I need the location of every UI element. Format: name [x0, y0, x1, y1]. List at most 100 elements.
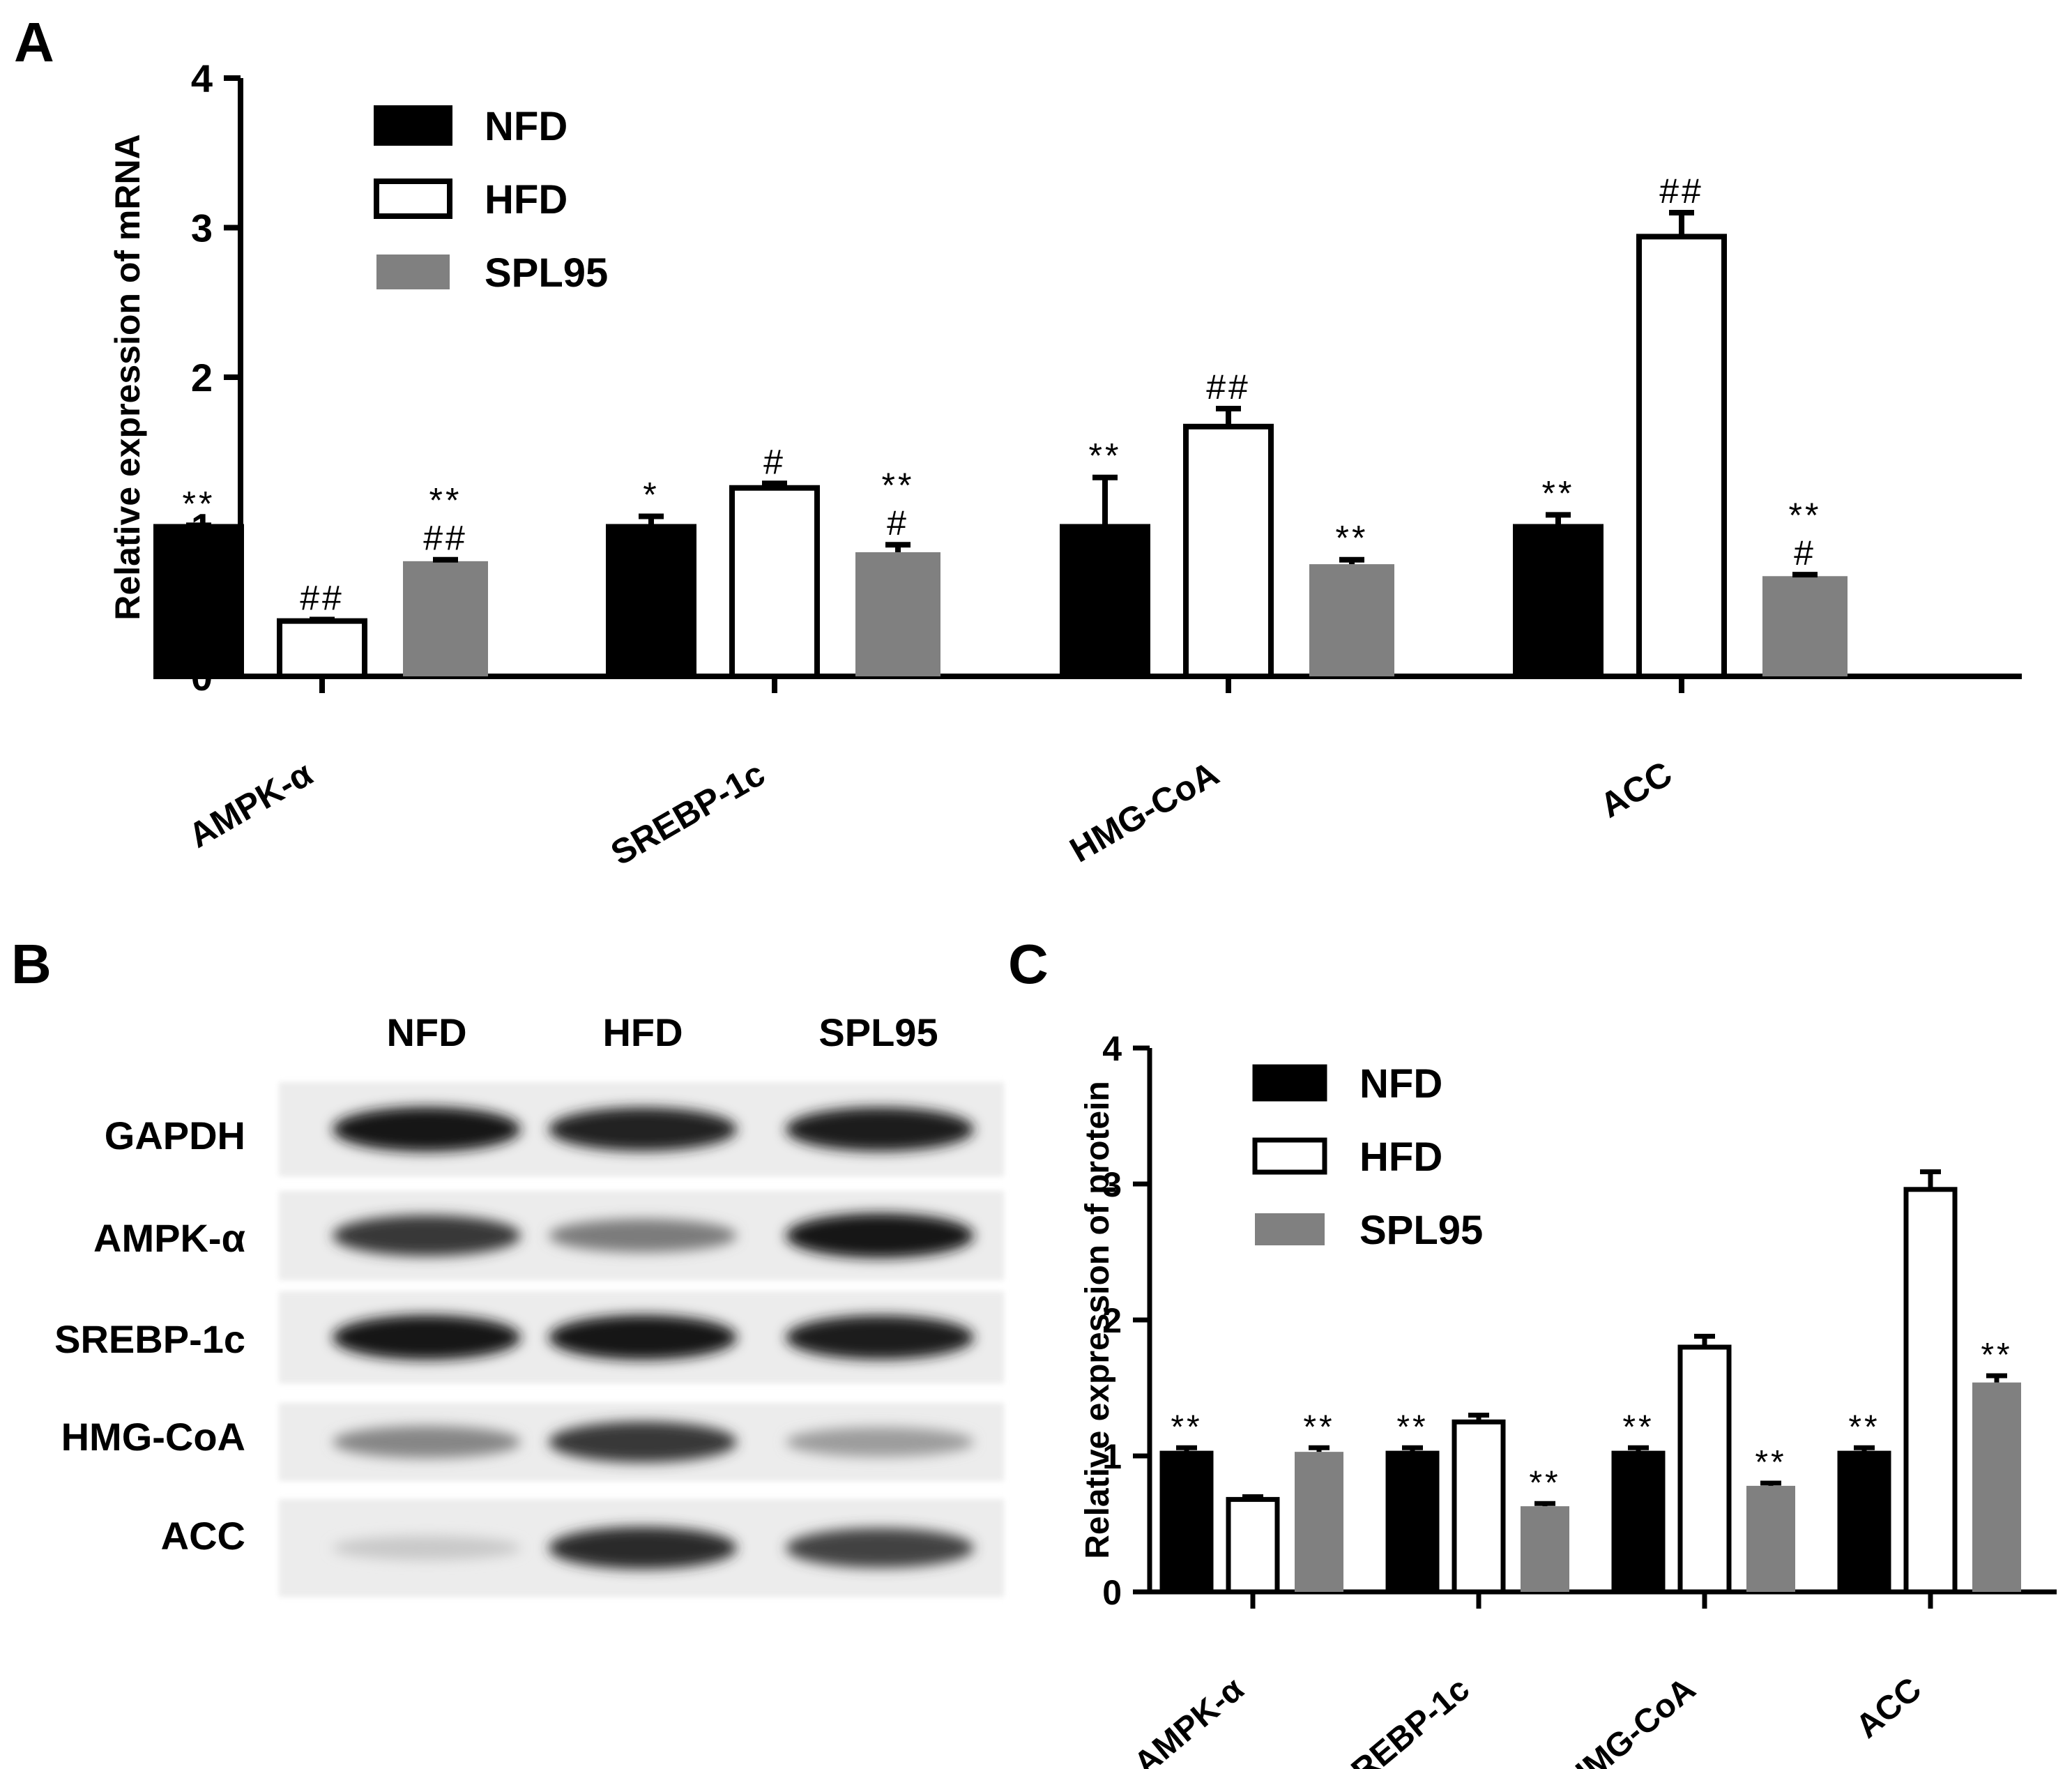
panel-a-category-label-acc: ACC [1594, 754, 1679, 826]
panel-a-significance-spl95-srebp-1c: # [887, 503, 909, 542]
panel-a-y-axis-label: Relative expression of mRNA [108, 134, 147, 620]
panel-a-bar-spl95-acc [1762, 576, 1848, 676]
blot-row-gapdh: GAPDH [105, 1114, 245, 1157]
panel-a-significance-spl95-ampk: ** [429, 481, 462, 520]
blot-band-srebp-1c-nfd [333, 1314, 521, 1360]
blot-band-gapdh-spl95 [786, 1107, 974, 1152]
panel-label-a: A [14, 11, 54, 73]
panel-a-significance-nfd-ampk: ** [183, 484, 215, 523]
panel-c-bar-hfd-srebp-1c [1452, 1419, 1506, 1595]
panel-a-bar-spl95-hmg-coa [1309, 564, 1394, 676]
panel-a-legend-label-hfd: HFD [485, 177, 567, 222]
panel-c-significance-spl95-srebp-1c: ** [1529, 1464, 1560, 1501]
blot-band-srebp-1c-hfd [549, 1314, 737, 1360]
blot-row-ampk: AMPK-α [93, 1216, 245, 1260]
blot-row-hmgcoa: HMG-CoA [61, 1415, 245, 1459]
blot-band-gapdh-hfd [549, 1107, 737, 1151]
panel-a-significance-spl95-acc: # [1794, 533, 1816, 572]
panel-a-significance-hfd-srebp-1c: # [763, 442, 786, 481]
panel-a-bar-spl95-ampk [403, 561, 488, 676]
panel-c-legend-label-nfd: NFD [1359, 1061, 1442, 1107]
panel-c-legend-swatch-nfd [1252, 1064, 1327, 1102]
panel-c-bar-nfd-ampk [1159, 1450, 1214, 1595]
panel-a-category-label-hmg-coa: HMG-CoA [1063, 754, 1225, 870]
panel-c-significance-nfd-hmg-coa: ** [1622, 1409, 1654, 1445]
blot-band-hmg-coa-nfd [333, 1425, 521, 1459]
panel-a-significance-spl95-ampk: ## [423, 519, 468, 558]
blot-band-srebp-1c-spl95 [786, 1315, 974, 1360]
panel-c-y-tick-label: 4 [1102, 1029, 1122, 1068]
panel-c-y-axis-label: Relative expression of protein [1079, 1081, 1116, 1559]
panel-c-y-tick-label: 3 [1102, 1165, 1122, 1204]
panel-a-bar-hfd-srebp-1c [729, 485, 820, 679]
panel-a-legend-swatch-hfd [374, 179, 452, 219]
panel-a-bar-hfd-hmg-coa [1183, 423, 1274, 679]
blot-column-nfd: NFD [386, 1010, 466, 1054]
panel-a-bar-hfd-acc [1636, 234, 1727, 679]
panel-a-significance-nfd-srebp-1c: * [643, 475, 659, 514]
panel-c-y-tick-label: 0 [1102, 1573, 1122, 1612]
panel-a-significance-hfd-acc: ## [1659, 172, 1704, 211]
blot-band-acc-spl95 [786, 1528, 974, 1568]
panel-a-bar-nfd-acc [1513, 524, 1603, 679]
panel-a-significance-nfd-hmg-coa: ** [1089, 436, 1122, 476]
panel-c-significance-nfd-srebp-1c: ** [1396, 1409, 1428, 1445]
blot-band-ampk-spl95 [786, 1213, 974, 1259]
blot-column-spl95: SPL95 [818, 1010, 938, 1054]
panel-c-bar-hfd-ampk [1226, 1496, 1280, 1595]
panel-c-bar-spl95-srebp-1c [1521, 1506, 1569, 1592]
panel-a-significance-spl95-hmg-coa: ** [1336, 519, 1369, 558]
panel-c-category-label-acc: ACC [1849, 1671, 1928, 1745]
panel-c-bar-spl95-hmg-coa [1746, 1485, 1795, 1592]
panel-a-bar-nfd-srebp-1c [606, 524, 696, 679]
panel-a-bar-nfd-hmg-coa [1060, 524, 1150, 679]
panel-a-bar-hfd-ampk [277, 618, 367, 680]
blot-band-hmg-coa-hfd [549, 1421, 737, 1463]
panel-a-significance-spl95-srebp-1c: ** [882, 466, 915, 505]
blot-row-acc: ACC [161, 1514, 245, 1558]
panel-c-significance-spl95-ampk: ** [1303, 1409, 1334, 1445]
panel-c-bar-nfd-srebp-1c [1385, 1450, 1440, 1595]
panel-c-significance-spl95-hmg-coa: ** [1755, 1444, 1786, 1481]
panel-c-category-label-hmg-coa: HMG-CoA [1557, 1671, 1702, 1769]
panel-a-significance-hfd-hmg-coa: ## [1206, 367, 1251, 407]
panel-c-category-label-srebp-1c: SREBP-1c [1327, 1671, 1477, 1769]
panel-c-y-tick-label: 2 [1102, 1301, 1122, 1340]
blot-row-srebp: SREBP-1c [54, 1317, 245, 1361]
panel-a-y-tick-label: 2 [191, 356, 213, 400]
blot-band-hmg-coa-spl95 [786, 1427, 974, 1457]
panel-a-y-tick-label: 4 [191, 56, 213, 100]
panel-c-significance-nfd-acc: ** [1848, 1409, 1880, 1445]
panel-c-bar-spl95-ampk [1295, 1452, 1343, 1592]
panel-c-significance-nfd-ampk: ** [1171, 1409, 1202, 1445]
protein-bar-chart: 0 1 2 3 4 Relative expression of protein AMPK-… [1079, 1029, 2057, 1769]
panel-a-legend-swatch-spl95 [376, 255, 450, 289]
blot-band-acc-nfd [333, 1535, 521, 1561]
blot-band-ampk-hfd [549, 1219, 737, 1252]
panel-a-legend-swatch-nfd [374, 105, 452, 146]
panel-c-legend-swatch-hfd [1252, 1137, 1327, 1175]
blot-band-gapdh-nfd [333, 1107, 521, 1152]
panel-c-legend-swatch-spl95 [1255, 1213, 1325, 1245]
blot-band-acc-hfd [549, 1526, 737, 1570]
panel-a-bar-nfd-ampk [153, 524, 244, 679]
panel-a-significance-hfd-ampk: ## [300, 578, 344, 617]
panel-c-category-label-ampk: AMPK-α [1127, 1671, 1251, 1769]
panel-a-y-tick-label: 3 [191, 206, 213, 250]
panel-a-bar-spl95-srebp-1c [855, 552, 940, 676]
panel-label-b: B [11, 933, 52, 995]
western-blot: NFD HFD SPL95 GAPDH AMPK-α SREBP-1c HMG-… [54, 1010, 1004, 1597]
panel-c-legend-label-hfd: HFD [1359, 1134, 1442, 1180]
panel-c-y-tick-label: 1 [1102, 1437, 1122, 1476]
panel-a-legend-label-nfd: NFD [485, 104, 567, 149]
panel-a-category-label-srebp-1c: SREBP-1c [604, 754, 772, 873]
panel-c-bar-hfd-hmg-coa [1677, 1344, 1732, 1595]
panel-a-category-label-ampk: AMPK-α [182, 754, 319, 856]
panel-c-significance-spl95-acc: ** [1981, 1337, 2012, 1374]
panel-a-legend-label-spl95: SPL95 [485, 250, 608, 296]
panel-c-legend-label-spl95: SPL95 [1359, 1208, 1483, 1253]
blot-band-ampk-nfd [333, 1215, 521, 1256]
blot-column-hfd: HFD [602, 1010, 683, 1054]
